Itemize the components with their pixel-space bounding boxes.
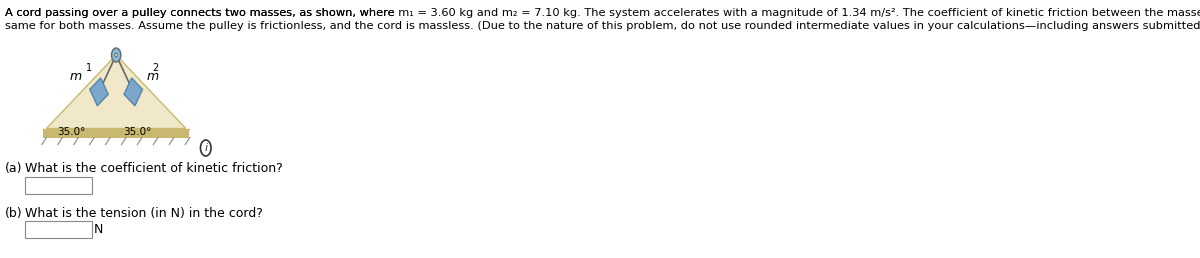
Text: m: m — [146, 70, 158, 83]
Text: 1: 1 — [86, 63, 92, 73]
Text: N: N — [95, 223, 103, 236]
Text: A cord passing over a pulley connects two masses, as shown, where m₁ = 3.60 kg a: A cord passing over a pulley connects tw… — [5, 8, 1200, 18]
Circle shape — [112, 48, 121, 62]
Text: A cord passing over a pulley connects two masses, as shown, where: A cord passing over a pulley connects tw… — [5, 8, 398, 18]
Polygon shape — [124, 78, 143, 106]
Text: 35.0°: 35.0° — [58, 126, 85, 136]
Text: 35.0°: 35.0° — [122, 126, 151, 136]
Text: i: i — [204, 143, 208, 153]
Polygon shape — [47, 55, 186, 128]
Text: What is the tension (in N) in the cord?: What is the tension (in N) in the cord? — [25, 207, 263, 220]
Text: What is the coefficient of kinetic friction?: What is the coefficient of kinetic frict… — [25, 162, 283, 175]
Polygon shape — [90, 78, 108, 106]
Text: m: m — [70, 70, 82, 83]
Text: same for both masses. Assume the pulley is frictionless, and the cord is massles: same for both masses. Assume the pulley … — [5, 21, 1200, 31]
Text: (b): (b) — [5, 207, 23, 220]
Text: (a): (a) — [5, 162, 22, 175]
Bar — [25, 221, 91, 238]
Circle shape — [115, 53, 118, 57]
Text: 2: 2 — [152, 63, 158, 73]
Bar — [25, 177, 91, 194]
Bar — [43, 128, 190, 138]
Circle shape — [200, 140, 211, 156]
